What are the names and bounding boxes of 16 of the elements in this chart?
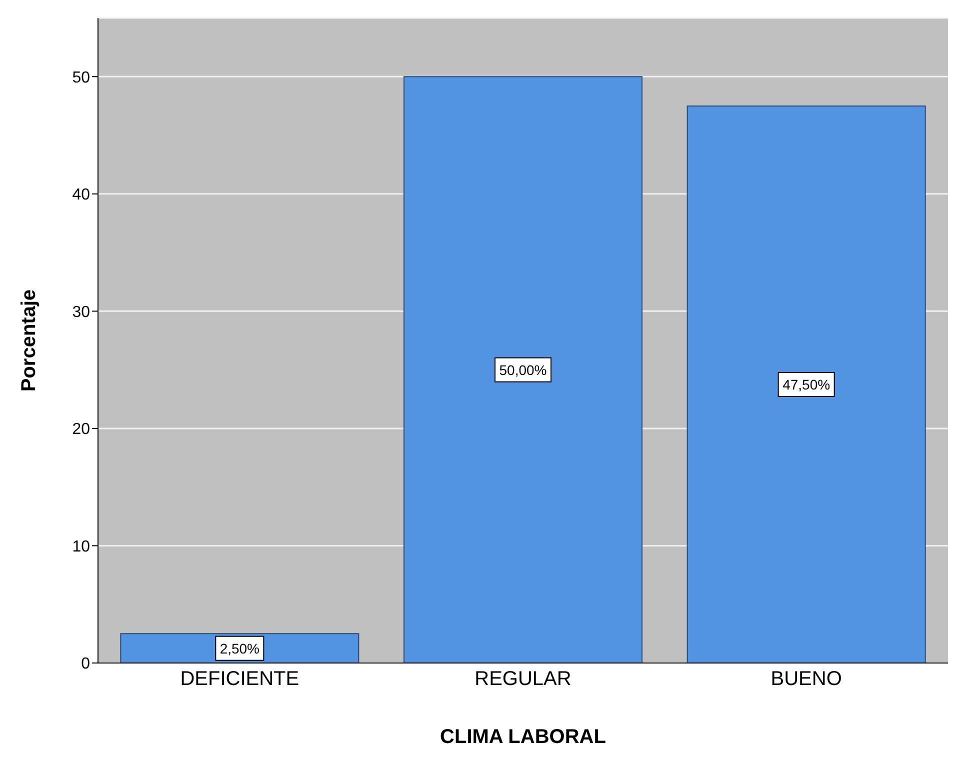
bar	[686, 105, 926, 663]
y-tick-label: 50	[72, 69, 90, 86]
x-tick-label: REGULAR	[474, 668, 572, 690]
y-tick-label: 0	[81, 656, 90, 673]
bar	[404, 76, 642, 663]
data-label: 2,50%	[220, 640, 260, 656]
y-tick-label: 30	[72, 304, 90, 321]
y-axis-title: Porcentaje	[18, 289, 40, 392]
y-tick-label: 40	[72, 186, 90, 204]
y-tick-label: 10	[72, 538, 90, 556]
x-tick-label: BUENO	[770, 668, 842, 690]
y-tick-label: 20	[72, 421, 90, 438]
x-tick-label: DEFICIENTE	[180, 668, 300, 690]
data-label: 50,00%	[499, 362, 547, 378]
data-label: 47,50%	[782, 376, 830, 392]
x-axis-title: CLIMA LABORAL	[440, 726, 606, 748]
